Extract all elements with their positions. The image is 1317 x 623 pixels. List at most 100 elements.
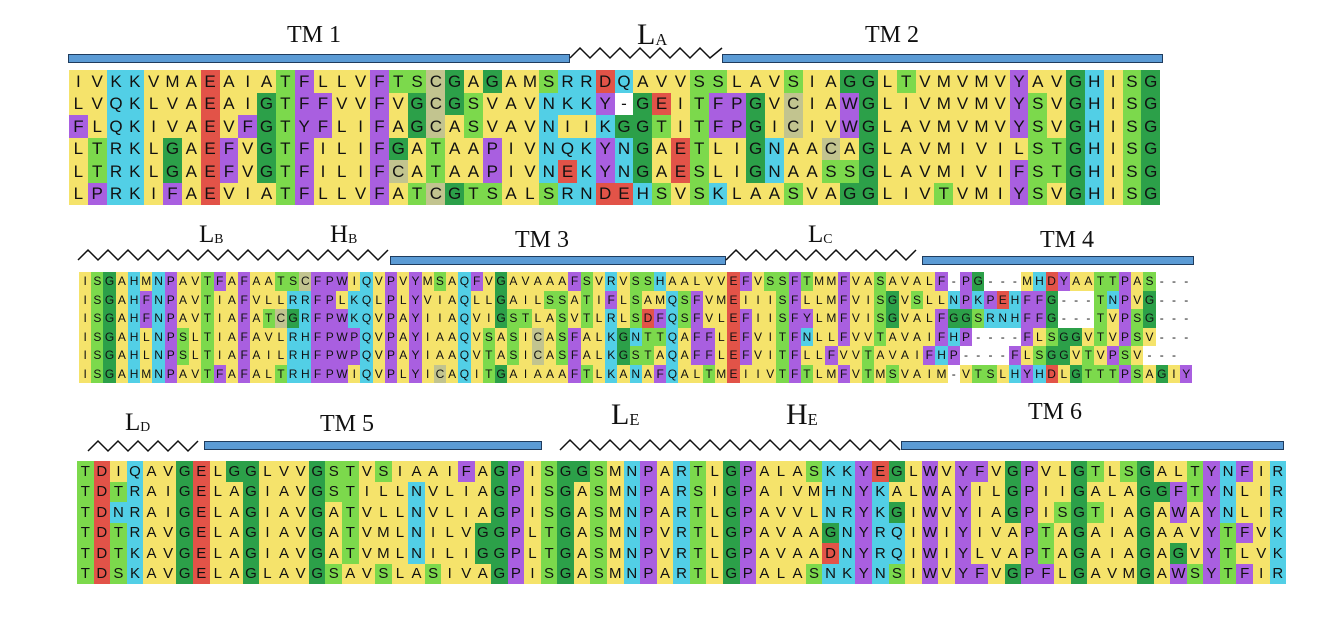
residue-cell: L <box>259 563 276 584</box>
residue-cell: F <box>294 137 314 160</box>
residue-cell: V <box>163 115 182 138</box>
residue-cell: W <box>335 309 349 328</box>
residue-cell: T <box>1094 364 1107 383</box>
residue-cell: T <box>689 92 709 115</box>
residue-cell: T <box>77 481 94 502</box>
tm6-label: TM 6 <box>1028 399 1082 425</box>
residue-cell: G <box>886 309 899 328</box>
residue-cell: N <box>623 502 641 523</box>
residue-cell: L <box>592 309 606 328</box>
residue-cell: R <box>126 502 144 523</box>
residue-cell: P <box>1021 481 1038 502</box>
residue-cell: L <box>1236 543 1253 564</box>
residue-cell: L <box>520 182 540 205</box>
residue-cell: P <box>640 543 657 564</box>
residue-cell: G <box>947 309 960 328</box>
residue-cell: V <box>292 563 309 584</box>
residue-cell: A <box>181 70 201 93</box>
residue-cell: G <box>1070 461 1088 482</box>
residue-cell: I <box>764 346 777 365</box>
tm5-helix-bar <box>204 441 542 450</box>
residue-cell: Y <box>1009 92 1029 115</box>
residue-cell: Q <box>888 522 906 543</box>
residue-cell: F <box>690 290 703 309</box>
residue-cell: A <box>573 563 591 584</box>
residue-cell: S <box>556 346 569 365</box>
residue-cell: Y <box>855 522 872 543</box>
residue-cell: M <box>1120 563 1137 584</box>
residue-cell: Q <box>666 346 679 365</box>
residue-cell: G <box>257 137 276 160</box>
residue-cell: G <box>1143 309 1156 328</box>
residue-cell: A <box>910 364 924 383</box>
residue-cell: I <box>79 364 92 383</box>
residue-cell: P <box>482 137 502 160</box>
residue-cell: G <box>1070 522 1088 543</box>
residue-cell: L <box>274 290 287 309</box>
residue-cell: V <box>702 309 716 328</box>
residue-cell: S <box>776 290 789 309</box>
residue-cell: L <box>877 137 897 160</box>
residue-cell: T <box>1106 272 1119 291</box>
residue-cell: G <box>722 563 740 584</box>
residue-cell: T <box>1047 160 1067 183</box>
residue-cell: A <box>507 364 520 383</box>
residue-cell: R <box>605 272 618 291</box>
residue-cell: - <box>1167 346 1181 365</box>
residue-cell: L <box>800 346 814 365</box>
residue-cell: D <box>595 182 615 205</box>
residue-cell: T <box>275 182 295 205</box>
residue-cell: I <box>457 543 475 564</box>
residue-cell: C <box>388 160 408 183</box>
residue-cell: Q <box>458 346 471 365</box>
residue-cell: G <box>491 543 508 564</box>
residue-cell: G <box>1143 290 1156 309</box>
residue-cell: G <box>1069 364 1083 383</box>
residue-cell: M <box>607 502 624 523</box>
residue-cell: C <box>783 92 803 115</box>
residue-cell: I <box>519 290 532 309</box>
residue-cell: P <box>507 481 525 502</box>
residue-cell: G <box>614 115 634 138</box>
residue-cell: V <box>987 563 1005 584</box>
residue-cell: G <box>103 290 116 309</box>
residue-cell: L <box>209 461 227 482</box>
residue-cell: - <box>947 272 960 291</box>
residue-cell: A <box>896 115 916 138</box>
residue-cell: T <box>934 182 954 205</box>
residue-cell: S <box>325 461 342 482</box>
residue-cell: D <box>595 70 615 93</box>
residue-cell: I <box>391 461 409 482</box>
residue-cell: Y <box>409 272 422 291</box>
residue-cell: F <box>219 160 239 183</box>
residue-cell: F <box>238 346 251 365</box>
lc-label: LC <box>808 222 832 247</box>
residue-cell: S <box>424 563 442 584</box>
residue-cell: L <box>592 346 606 365</box>
residue-cell: T <box>342 481 359 502</box>
residue-cell: H <box>1008 290 1022 309</box>
residue-cell: L <box>813 364 826 383</box>
residue-cell: - <box>984 346 997 365</box>
residue-cell: S <box>689 182 709 205</box>
residue-cell: K <box>558 92 577 115</box>
residue-cell: C <box>426 182 446 205</box>
residue-cell: I <box>213 346 226 365</box>
residue-cell: - <box>996 327 1009 346</box>
residue-cell: V <box>953 115 972 138</box>
residue-cell: L <box>140 327 153 346</box>
residue-cell: F <box>971 461 988 482</box>
residue-cell: L <box>209 502 227 523</box>
residue-cell: N <box>822 563 839 584</box>
residue-cell: S <box>325 563 342 584</box>
residue-cell: F <box>238 309 251 328</box>
residue-cell: T <box>689 502 707 523</box>
residue-cell: A <box>325 502 342 523</box>
residue-cell: E <box>192 543 210 564</box>
residue-cell: M <box>874 364 887 383</box>
residue-cell: V <box>1252 543 1270 564</box>
residue-cell: R <box>126 522 144 543</box>
residue-cell: A <box>219 92 239 115</box>
residue-cell: G <box>1066 137 1085 160</box>
residue-cell: Y <box>1180 364 1193 383</box>
